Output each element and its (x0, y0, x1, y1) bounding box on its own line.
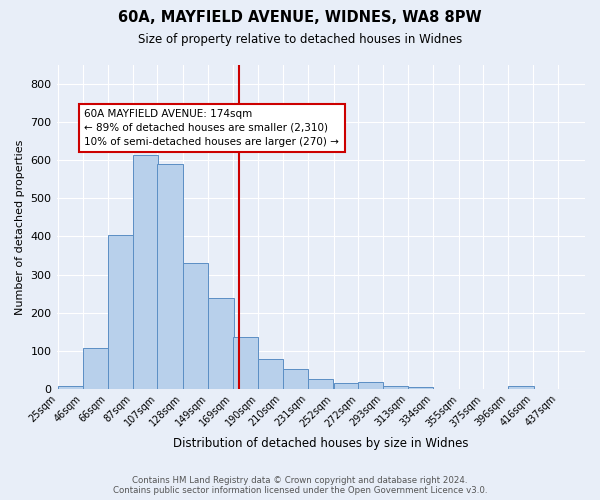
Bar (133, 155, 158, 389)
Bar (283, 368, 308, 389)
Bar (383, 386, 409, 389)
Y-axis label: Number of detached properties: Number of detached properties (15, 139, 25, 314)
X-axis label: Distribution of detached houses by size in Widnes: Distribution of detached houses by size … (173, 437, 469, 450)
Bar (334, 384, 359, 389)
Bar (508, 386, 533, 389)
Bar (233, 338, 258, 389)
Text: Size of property relative to detached houses in Widnes: Size of property relative to detached ho… (138, 32, 462, 46)
Text: 60A MAYFIELD AVENUE: 174sqm
← 89% of detached houses are smaller (2,310)
10% of : 60A MAYFIELD AVENUE: 174sqm ← 89% of det… (85, 109, 340, 147)
Bar (208, 298, 233, 389)
Bar (83, 348, 109, 389)
Bar (407, 388, 433, 389)
Bar (308, 380, 333, 389)
Bar (183, 263, 208, 389)
Text: 60A, MAYFIELD AVENUE, WIDNES, WA8 8PW: 60A, MAYFIELD AVENUE, WIDNES, WA8 8PW (118, 10, 482, 25)
Bar (358, 382, 383, 389)
Bar (107, 236, 133, 389)
Bar (258, 360, 283, 389)
Bar (157, 164, 182, 389)
Text: Contains HM Land Registry data © Crown copyright and database right 2024.
Contai: Contains HM Land Registry data © Crown c… (113, 476, 487, 495)
Bar (58, 386, 83, 389)
